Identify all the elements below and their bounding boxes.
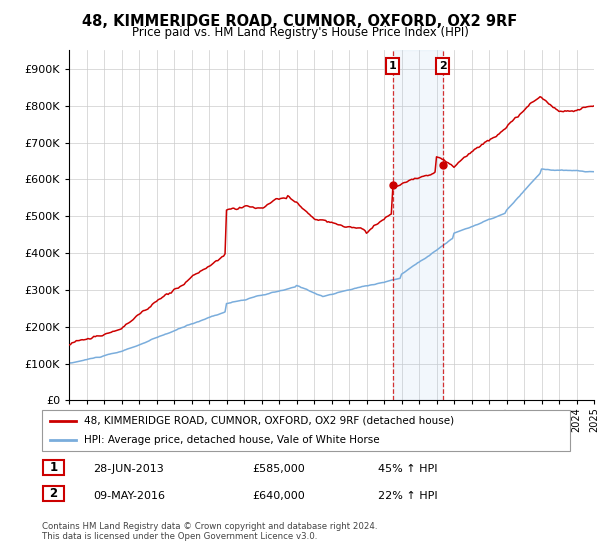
Text: 1: 1	[49, 461, 58, 474]
Text: £640,000: £640,000	[252, 491, 305, 501]
Text: 48, KIMMERIDGE ROAD, CUMNOR, OXFORD, OX2 9RF: 48, KIMMERIDGE ROAD, CUMNOR, OXFORD, OX2…	[82, 14, 518, 29]
Text: 28-JUN-2013: 28-JUN-2013	[93, 464, 164, 474]
Text: 2: 2	[49, 487, 58, 501]
Text: 1: 1	[389, 61, 397, 71]
Text: 09-MAY-2016: 09-MAY-2016	[93, 491, 165, 501]
Text: 45% ↑ HPI: 45% ↑ HPI	[378, 464, 437, 474]
Text: 2: 2	[439, 61, 446, 71]
Text: 22% ↑ HPI: 22% ↑ HPI	[378, 491, 437, 501]
Text: 48, KIMMERIDGE ROAD, CUMNOR, OXFORD, OX2 9RF (detached house): 48, KIMMERIDGE ROAD, CUMNOR, OXFORD, OX2…	[84, 416, 454, 426]
Text: Price paid vs. HM Land Registry's House Price Index (HPI): Price paid vs. HM Land Registry's House …	[131, 26, 469, 39]
Text: £585,000: £585,000	[252, 464, 305, 474]
Text: Contains HM Land Registry data © Crown copyright and database right 2024.
This d: Contains HM Land Registry data © Crown c…	[42, 522, 377, 542]
Text: HPI: Average price, detached house, Vale of White Horse: HPI: Average price, detached house, Vale…	[84, 435, 380, 445]
Bar	[392, 50, 443, 400]
